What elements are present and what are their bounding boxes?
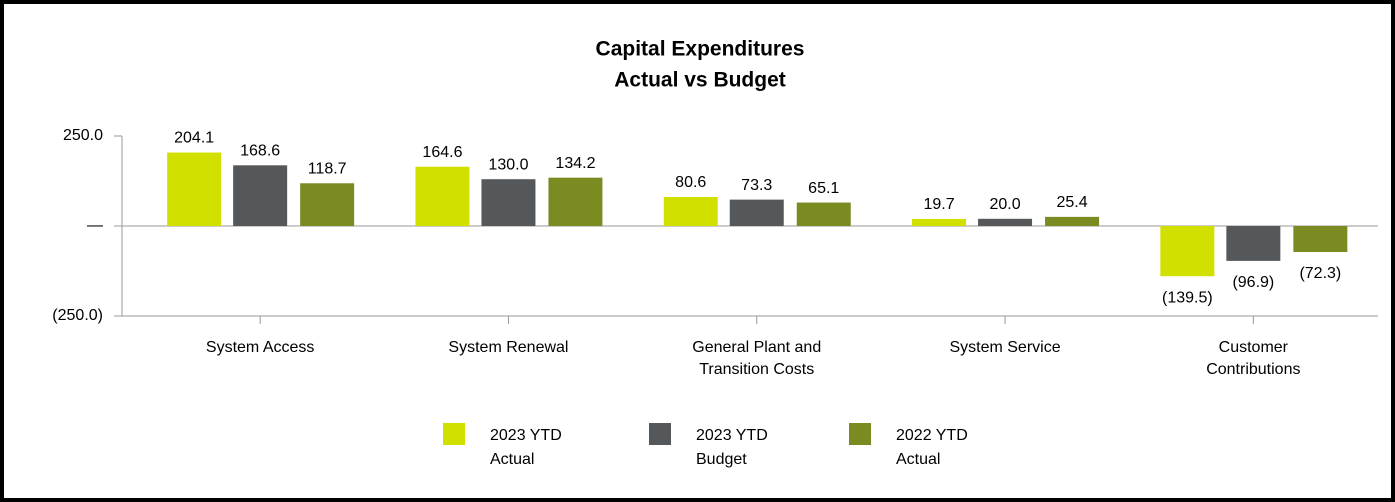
value-label: 25.4 — [1056, 194, 1087, 211]
value-label: (139.5) — [1162, 289, 1213, 306]
bar — [1160, 226, 1215, 277]
bar — [415, 166, 470, 226]
value-label: 134.2 — [555, 155, 595, 172]
value-label: (72.3) — [1299, 265, 1341, 282]
bar — [167, 152, 222, 226]
value-label: 118.7 — [308, 160, 347, 177]
bar — [300, 183, 355, 226]
bar — [233, 165, 288, 226]
legend-label: 2022 YTD Actual — [896, 427, 968, 468]
bar — [1045, 216, 1100, 226]
bar — [481, 179, 536, 226]
y-tick-label: 250.0 — [63, 127, 103, 144]
value-label: 164.6 — [422, 144, 462, 161]
value-label: 204.1 — [174, 130, 214, 147]
x-tick-label: System Service — [949, 339, 1060, 356]
value-label: 65.1 — [808, 180, 839, 197]
bar — [548, 177, 603, 226]
legend-swatch — [649, 423, 671, 445]
bar — [729, 199, 784, 226]
y-tick-label: — — [87, 217, 103, 234]
legend-swatch — [443, 423, 465, 445]
value-label: 80.6 — [675, 174, 706, 191]
x-tick-label: System Access — [206, 339, 314, 356]
legend-label: 2023 YTD Actual — [490, 427, 562, 468]
value-label: 130.0 — [488, 156, 528, 173]
value-label: (96.9) — [1232, 274, 1274, 291]
chart-subtitle: Actual vs Budget — [614, 69, 786, 92]
legend-swatch — [849, 423, 871, 445]
bar — [663, 196, 718, 226]
value-label: 20.0 — [989, 196, 1020, 213]
value-label: 73.3 — [741, 177, 772, 194]
value-label: 19.7 — [923, 196, 954, 213]
bar — [796, 202, 851, 226]
bar — [1226, 226, 1281, 261]
chart-title: Capital Expenditures — [596, 38, 805, 61]
bar — [978, 218, 1033, 226]
y-tick-label: (250.0) — [52, 307, 103, 324]
x-tick-label: General Plant and Transition Costs — [692, 339, 821, 378]
x-tick-label: Customer Contributions — [1206, 339, 1300, 378]
legend-label: 2023 YTD Budget — [696, 427, 768, 468]
bar — [912, 218, 967, 226]
x-tick-label: System Renewal — [448, 339, 568, 356]
value-label: 168.6 — [240, 143, 280, 160]
bar — [1293, 226, 1348, 253]
